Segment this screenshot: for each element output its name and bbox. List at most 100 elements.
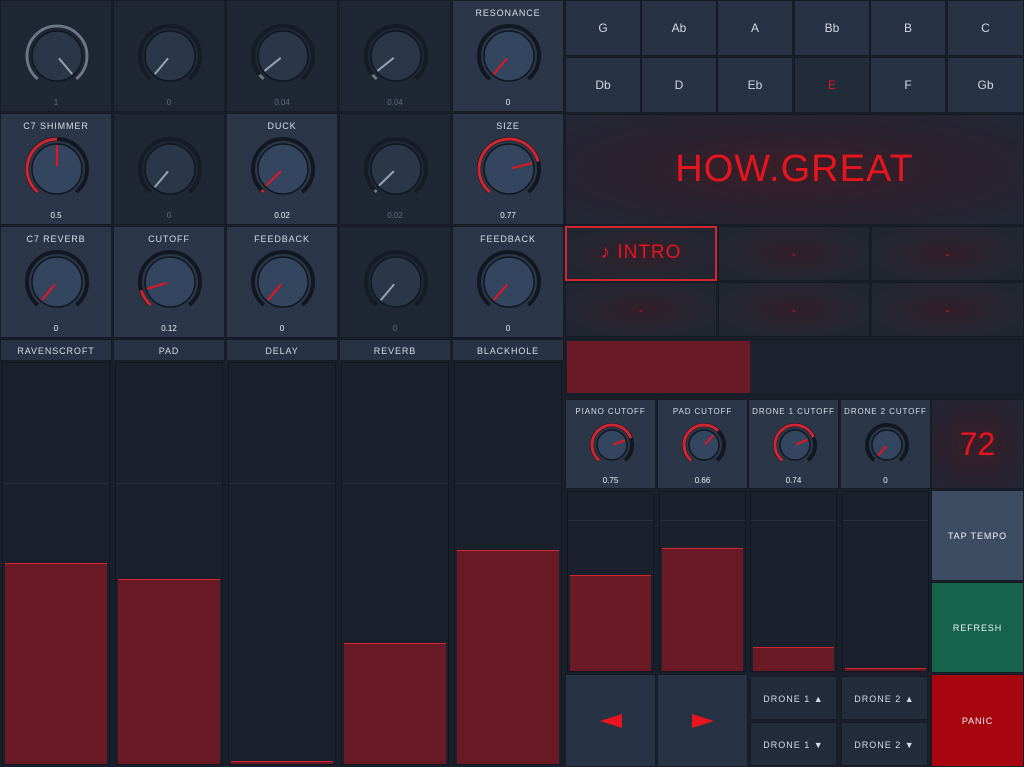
knob-label: DUCK xyxy=(267,121,297,131)
key-button-f[interactable]: F xyxy=(870,57,946,113)
cutoff-rotary-knob[interactable] xyxy=(864,422,910,468)
instrument-fader-4[interactable] xyxy=(842,491,929,672)
key-button-b[interactable]: B xyxy=(870,0,946,56)
rotary-knob[interactable] xyxy=(24,249,90,315)
panic-button[interactable]: PANIC xyxy=(931,674,1024,767)
cutoff-value: 0.75 xyxy=(602,476,619,485)
tap-tempo-button[interactable]: TAP TEMPO xyxy=(931,490,1024,581)
knob-label: CUTOFF xyxy=(148,234,190,244)
previous-section-button[interactable] xyxy=(565,674,656,767)
knob-wrapper xyxy=(250,249,316,315)
section-button-3[interactable]: - xyxy=(871,226,1024,281)
fader-fill xyxy=(845,668,926,671)
knob-label: C7 REVERB xyxy=(26,234,86,244)
fader-fill xyxy=(753,646,834,671)
knob-value: 0 xyxy=(53,324,59,333)
knob-wrapper xyxy=(137,249,203,315)
knob-label: C7 SHIMMER xyxy=(23,121,89,131)
rotary-knob[interactable] xyxy=(476,249,542,315)
rotary-knob[interactable] xyxy=(476,23,542,89)
rotary-knob[interactable] xyxy=(137,249,203,315)
fader-fill xyxy=(457,550,559,764)
rotary-knob[interactable] xyxy=(250,249,316,315)
section-button-6[interactable]: - xyxy=(871,282,1024,337)
knob-cell-9: 0.02 xyxy=(339,113,451,225)
tempo-value: 72 xyxy=(959,425,996,462)
rotary-knob[interactable] xyxy=(363,23,429,89)
cutoff-label: DRONE 1 CUTOFF xyxy=(752,407,835,416)
rotary-knob[interactable] xyxy=(363,136,429,202)
knob-value: 0 xyxy=(392,324,398,333)
knob-cell-15: FEEDBACK 0 xyxy=(452,226,564,338)
song-progress-fill xyxy=(567,341,750,393)
drone-1-up-button[interactable]: DRONE 1 ▲ xyxy=(750,676,837,720)
knob-cell-6: C7 SHIMMER 0.5 xyxy=(0,113,112,225)
instrument-fader-2[interactable] xyxy=(659,491,746,672)
cutoff-value: 0 xyxy=(883,476,888,485)
key-button-db[interactable]: Db xyxy=(565,57,641,113)
rotary-knob[interactable] xyxy=(363,249,429,315)
channel-fader[interactable] xyxy=(228,362,336,765)
knob-value: 0 xyxy=(505,98,511,107)
key-button-c[interactable]: C xyxy=(947,0,1024,56)
knob-wrapper xyxy=(137,23,203,89)
drone-2-down-button[interactable]: DRONE 2 ▼ xyxy=(841,722,928,766)
knob-value: 0 xyxy=(166,211,172,220)
channel-fader[interactable] xyxy=(454,362,562,765)
song-progress-bar[interactable] xyxy=(565,339,1024,395)
next-section-button[interactable] xyxy=(657,674,748,767)
knob-cell-10: SIZE 0.77 xyxy=(452,113,564,225)
knob-wrapper xyxy=(476,249,542,315)
rotary-knob[interactable] xyxy=(137,23,203,89)
key-button-d[interactable]: D xyxy=(641,57,717,113)
knob-value: 0.12 xyxy=(161,324,177,333)
fader-guide xyxy=(3,483,109,484)
rotary-knob[interactable] xyxy=(250,23,316,89)
section-button-5[interactable]: - xyxy=(718,282,870,337)
instrument-fader-3[interactable] xyxy=(750,491,837,672)
knob-value: 1 xyxy=(53,98,59,107)
channel-fader[interactable] xyxy=(115,362,223,765)
section-button-1[interactable]: ♪ INTRO xyxy=(565,226,717,281)
section-button-4[interactable]: - xyxy=(565,282,717,337)
drone-2-up-button[interactable]: DRONE 2 ▲ xyxy=(841,676,928,720)
fader-guide xyxy=(568,520,653,521)
refresh-button[interactable]: REFRESH xyxy=(931,582,1024,673)
channel-fader[interactable] xyxy=(341,362,449,765)
rotary-knob[interactable] xyxy=(137,136,203,202)
fader-fill xyxy=(344,642,446,764)
drone-1-down-button[interactable]: DRONE 1 ▼ xyxy=(750,722,837,766)
section-button-2[interactable]: - xyxy=(718,226,870,281)
knob-wrapper xyxy=(681,422,727,468)
rotary-knob[interactable] xyxy=(24,136,90,202)
cutoff-rotary-knob[interactable] xyxy=(772,422,818,468)
knob-label: RESONANCE xyxy=(475,8,541,18)
instrument-fader-1[interactable] xyxy=(567,491,654,672)
cutoff-rotary-knob[interactable] xyxy=(589,422,635,468)
key-button-eb[interactable]: Eb xyxy=(717,57,793,113)
key-button-ab[interactable]: Ab xyxy=(641,0,717,56)
key-button-g[interactable]: G xyxy=(565,0,641,56)
key-button-gb[interactable]: Gb xyxy=(947,57,1024,113)
fader-label: BLACKHOLE xyxy=(452,339,564,361)
knob-value: 0.77 xyxy=(500,211,516,220)
song-title: HOW.GREAT xyxy=(675,148,914,190)
knob-wrapper xyxy=(772,422,818,468)
knob-cell-11: C7 REVERB 0 xyxy=(0,226,112,338)
fader-fill xyxy=(570,575,651,671)
channel-fader[interactable] xyxy=(2,362,110,765)
rotary-knob[interactable] xyxy=(476,136,542,202)
knob-cell-14: 0 xyxy=(339,226,451,338)
cutoff-knob-cell-2: PAD CUTOFF 0.66 xyxy=(657,399,748,489)
knob-value: 0.02 xyxy=(274,211,290,220)
cutoff-rotary-knob[interactable] xyxy=(681,422,727,468)
cutoff-value: 0.66 xyxy=(694,476,711,485)
song-title-panel: HOW.GREAT xyxy=(565,114,1024,225)
rotary-knob[interactable] xyxy=(250,136,316,202)
key-button-a[interactable]: A xyxy=(717,0,793,56)
fader-guide xyxy=(455,483,561,484)
rotary-knob[interactable] xyxy=(24,23,90,89)
key-button-bb[interactable]: Bb xyxy=(794,0,870,56)
key-button-e[interactable]: E xyxy=(794,57,870,113)
fader-fill xyxy=(662,548,743,671)
